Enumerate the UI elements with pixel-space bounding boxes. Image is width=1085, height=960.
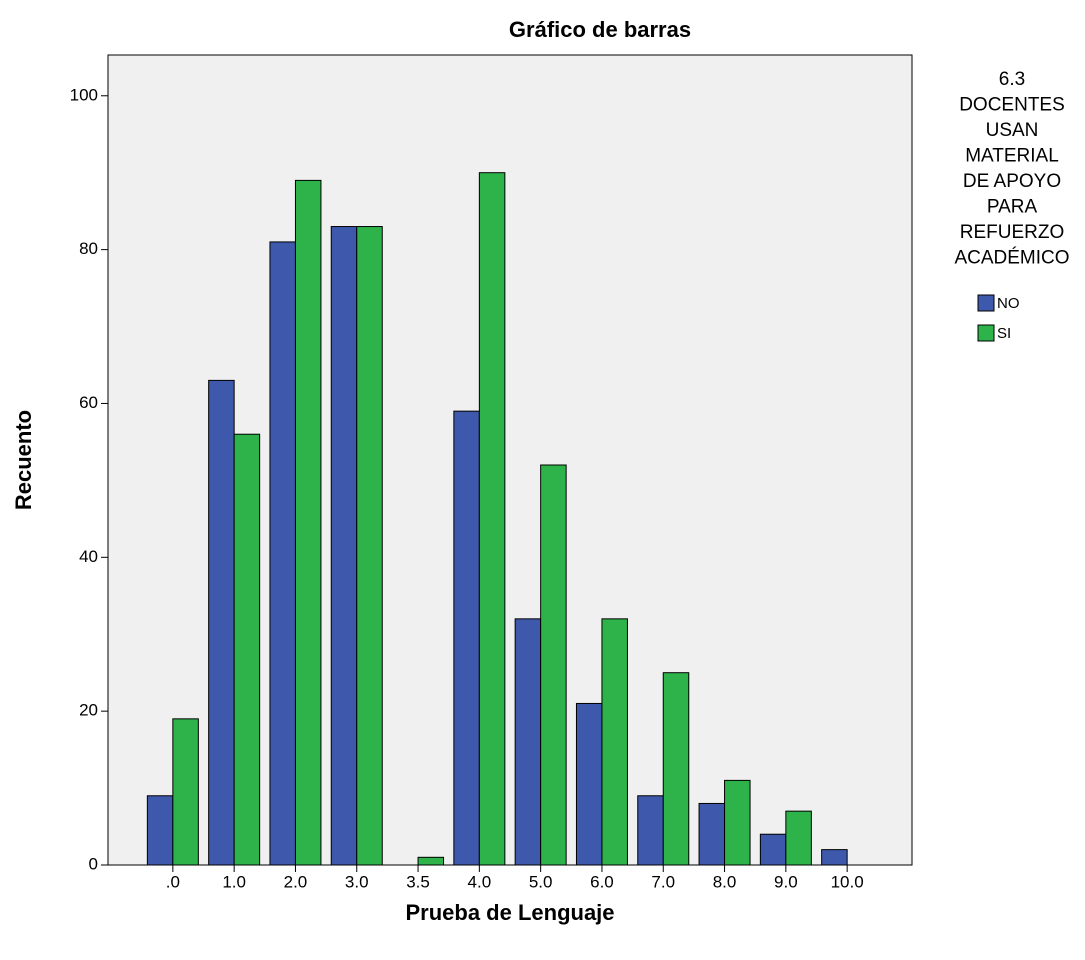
bar xyxy=(785,810,812,866)
y-tick-label: 100 xyxy=(70,85,98,104)
chart-title: Gráfico de barras xyxy=(509,17,691,42)
y-tick-label: 20 xyxy=(79,701,98,720)
x-tick-label: 7.0 xyxy=(651,872,675,891)
bar xyxy=(540,464,567,866)
y-tick-label: 80 xyxy=(79,239,98,258)
x-tick-label: 10.0 xyxy=(831,872,864,891)
y-tick-label: 0 xyxy=(89,854,98,873)
legend-swatch xyxy=(977,324,995,342)
x-tick-label: 3.0 xyxy=(345,872,369,891)
legend-title: REFUERZO xyxy=(960,222,1065,243)
bar xyxy=(172,718,199,866)
bar xyxy=(208,379,235,866)
bar xyxy=(146,795,174,866)
x-tick-label: 2.0 xyxy=(284,872,308,891)
legend-title: PARA xyxy=(987,197,1038,218)
x-tick-label: 5.0 xyxy=(529,872,553,891)
x-tick-label: 1.0 xyxy=(222,872,246,891)
legend-swatch xyxy=(977,294,995,312)
bar xyxy=(759,833,787,866)
bar xyxy=(601,618,628,866)
bar xyxy=(330,226,358,866)
y-axis-label: Recuento xyxy=(11,410,36,510)
bar xyxy=(233,433,261,866)
legend-title: DOCENTES xyxy=(959,95,1065,116)
legend-title: DE APOYO xyxy=(963,171,1061,192)
legend-label: NO xyxy=(997,295,1020,312)
x-tick-label: .0 xyxy=(166,872,180,891)
bar xyxy=(662,672,690,866)
legend-title: MATERIAL xyxy=(965,146,1059,167)
bar xyxy=(269,241,296,866)
x-tick-label: 6.0 xyxy=(590,872,614,891)
bar xyxy=(575,702,603,866)
bar xyxy=(478,172,506,866)
legend-title: USAN xyxy=(986,120,1039,141)
bar xyxy=(637,795,664,866)
bar xyxy=(514,618,542,866)
legend-title: ACADÉMICO xyxy=(954,248,1069,269)
legend-title: 6.3 xyxy=(999,69,1025,90)
x-tick-label: 3.5 xyxy=(406,872,430,891)
x-axis-label: Prueba de Lenguaje xyxy=(405,900,614,925)
x-tick-label: 4.0 xyxy=(468,872,492,891)
x-tick-label: 9.0 xyxy=(774,872,798,891)
legend-label: SI xyxy=(997,325,1011,342)
bar xyxy=(356,226,383,866)
bar xyxy=(821,849,848,866)
bar xyxy=(724,779,751,866)
x-tick-label: 8.0 xyxy=(713,872,737,891)
bar xyxy=(294,179,322,866)
bar xyxy=(453,410,480,866)
y-tick-label: 60 xyxy=(79,393,98,412)
bar xyxy=(698,802,726,866)
bar xyxy=(417,856,445,866)
y-tick-label: 40 xyxy=(79,547,98,566)
